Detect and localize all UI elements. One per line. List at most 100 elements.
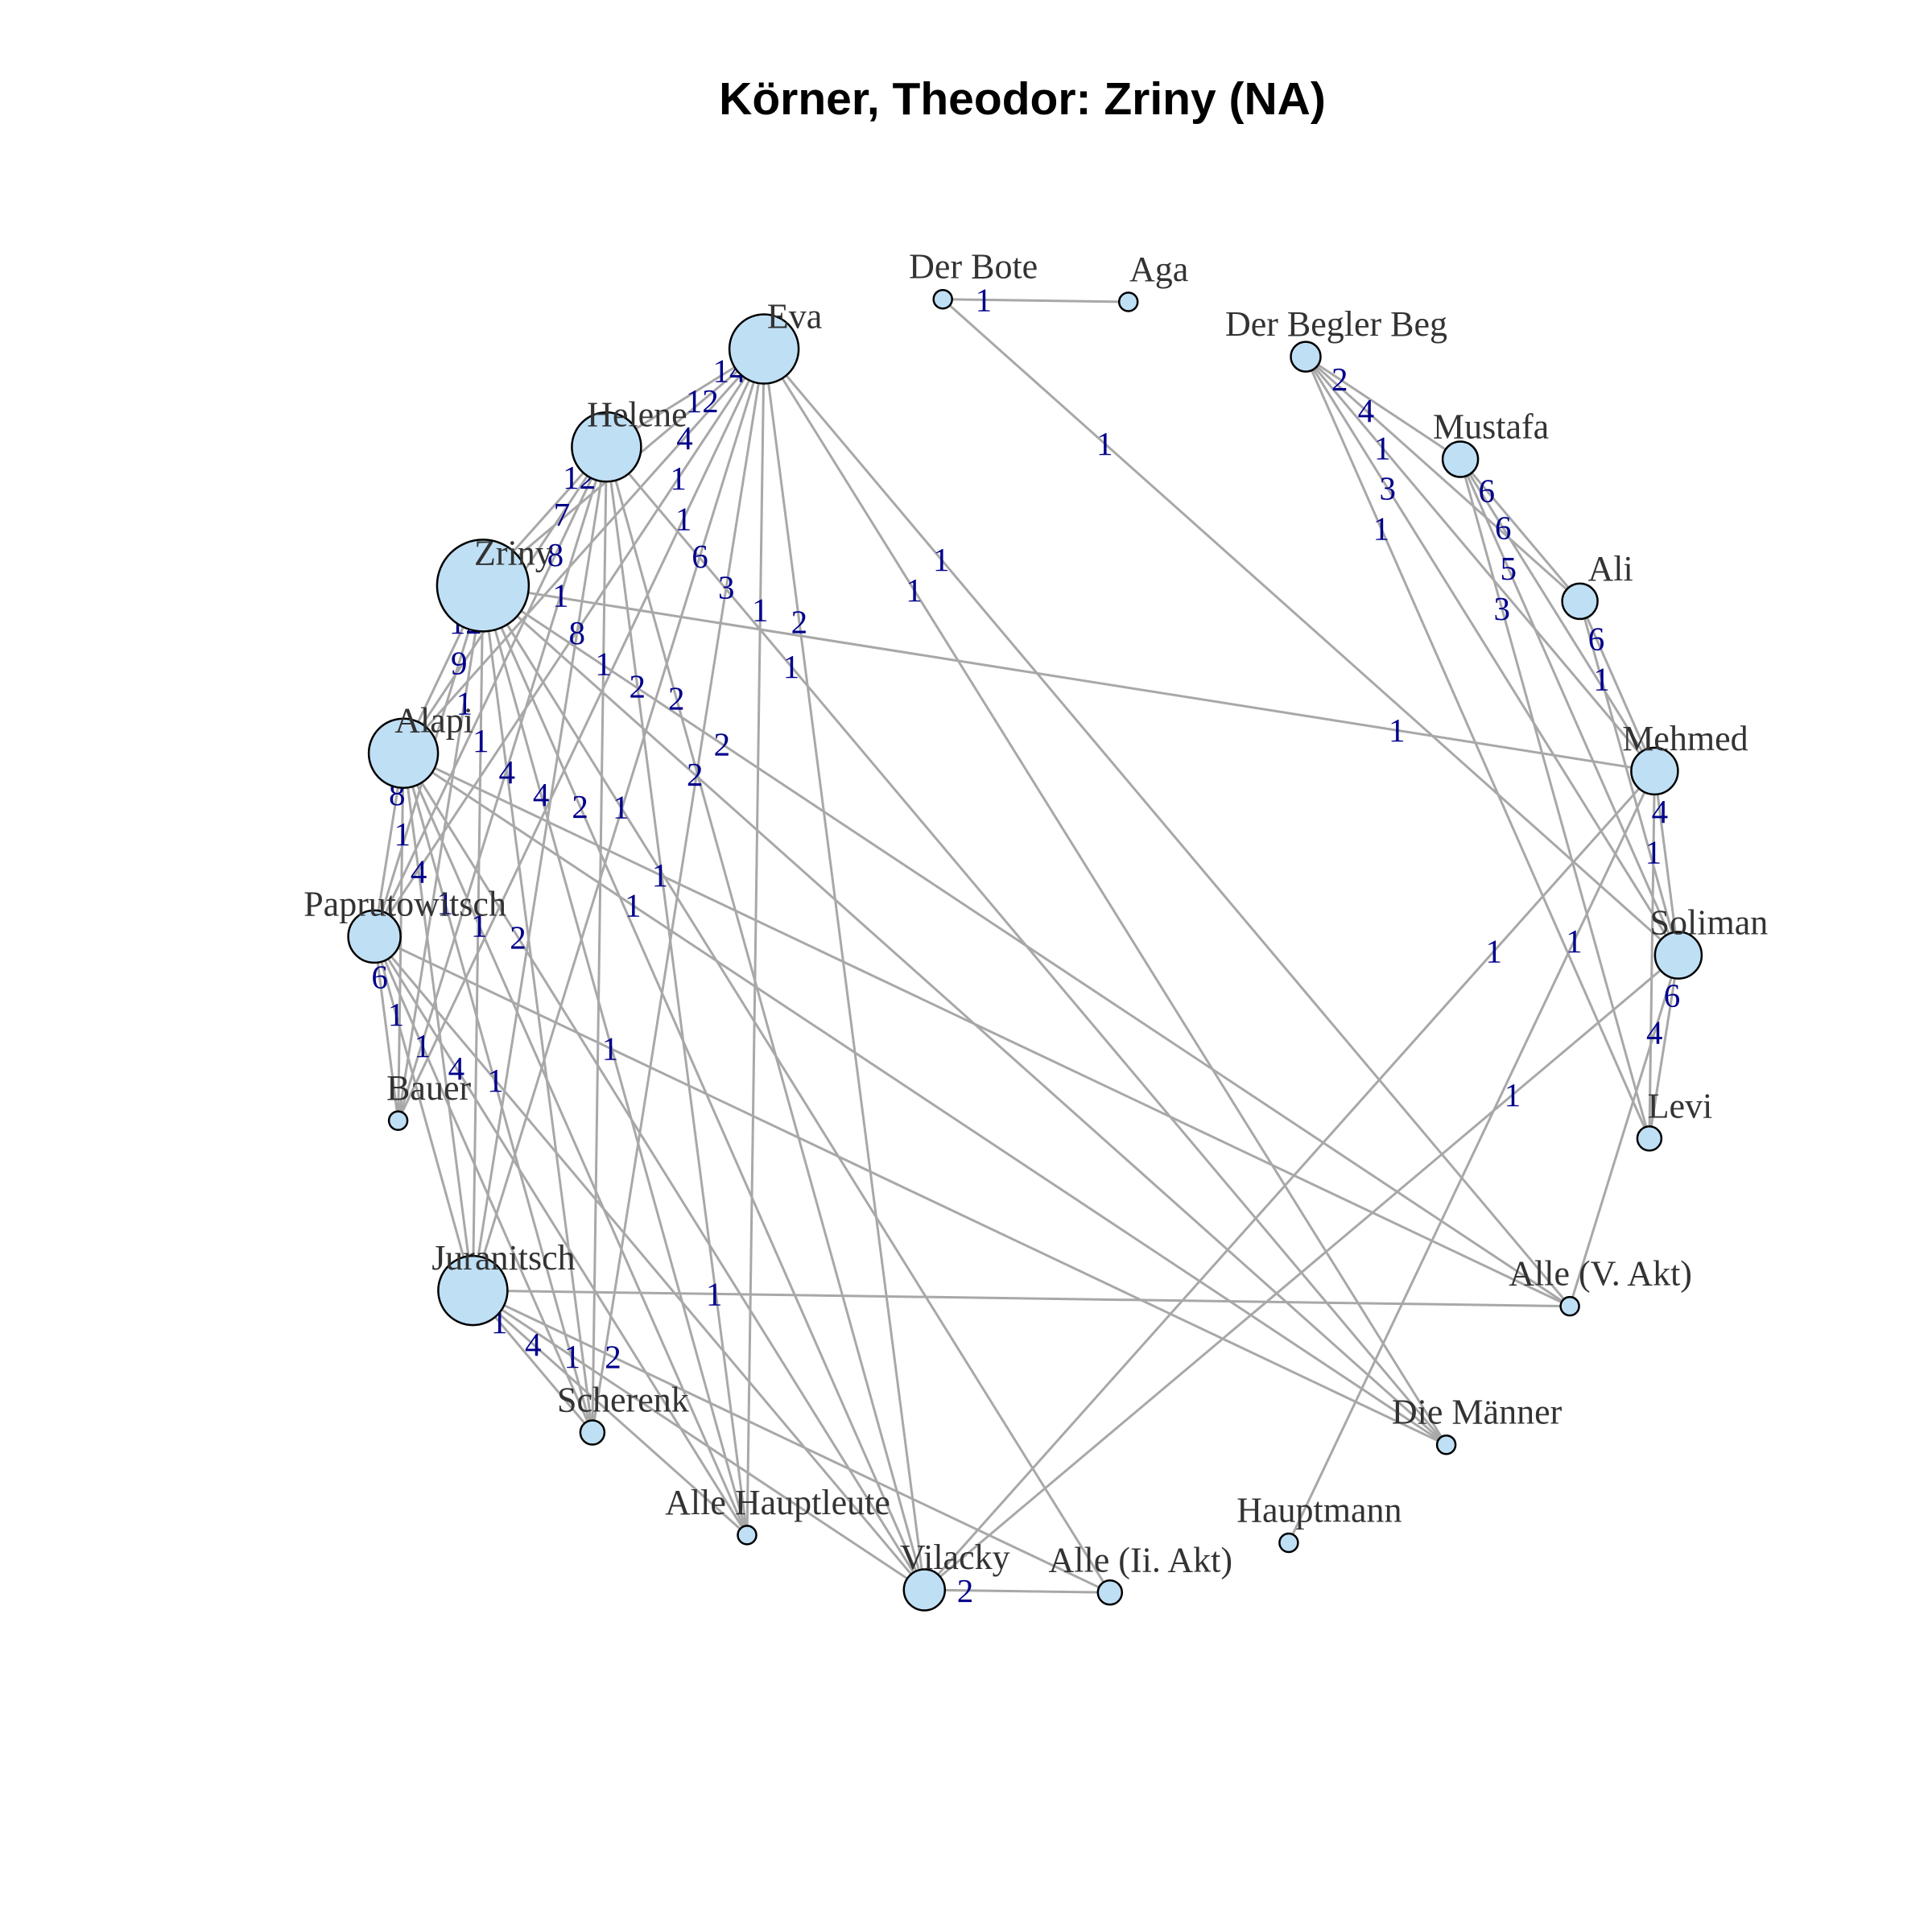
edge-bote-soliman (942, 298, 1679, 956)
edge-weight-label: 4 (676, 419, 693, 456)
edge-helene-scherenk (591, 447, 608, 1433)
node-hauptleute[interactable] (737, 1525, 758, 1546)
edge-eva-scherenk (591, 349, 766, 1433)
node-alapi[interactable] (367, 717, 440, 789)
node-paprutowitsch[interactable] (347, 909, 402, 964)
edge-mustafa-ali (1459, 458, 1581, 602)
edge-weight-label: 1 (552, 576, 569, 613)
node-label-zriny: Zriny (474, 533, 553, 572)
node-eva[interactable] (728, 313, 800, 385)
edge-weight-label: 1 (1373, 510, 1390, 547)
node-label-helene: Helene (587, 394, 687, 434)
edge-weight-label: 1 (1389, 712, 1406, 749)
node-hauptmann[interactable] (1278, 1532, 1299, 1554)
node-labels-layer: Aga Der Begler Beg Mustafa Ali Mehmed Soliman… (303, 247, 1768, 1580)
edge-weight-label: 1 (783, 648, 800, 685)
edge-weight-label: 1 (487, 1062, 504, 1099)
edge-alapi-juranitsch (402, 753, 474, 1291)
edge-weight-label: 1 (613, 789, 630, 826)
edge-vilacky-alle2 (924, 1588, 1110, 1594)
node-helene[interactable] (571, 411, 642, 483)
edge-paprutowitsch-hauptleute (373, 935, 749, 1536)
edge-weight-label: 1 (976, 281, 993, 318)
edge-weight-label: 1 (670, 460, 687, 497)
edge-weight-label: 2 (668, 680, 685, 717)
node-ali[interactable] (1561, 582, 1599, 621)
edge-weight-label: 2 (605, 1339, 621, 1376)
edge-weight-label: 4 (525, 1326, 542, 1363)
edge-helene-paprutowitsch (373, 446, 608, 938)
node-label-juranitsch: Juranitsch (431, 1238, 575, 1278)
edge-weight-label: 1 (602, 1030, 619, 1067)
node-soliman[interactable] (1653, 931, 1703, 980)
node-bauer[interactable] (387, 1110, 409, 1131)
edge-weight-label: 2 (957, 1572, 974, 1609)
edge-weight-label: 2 (791, 604, 808, 641)
edge-mehmed-soliman (1653, 770, 1680, 956)
edges-layer (373, 298, 1680, 1594)
node-label-levi: Levi (1648, 1086, 1713, 1125)
edge-weight-label: 1 (933, 541, 950, 578)
node-alle5[interactable] (1559, 1295, 1580, 1317)
edge-weight-label: 1 (625, 887, 642, 924)
node-mustafa[interactable] (1441, 440, 1480, 478)
edge-paprutowitsch-scherenk (373, 935, 594, 1434)
node-label-mustafa: Mustafa (1433, 407, 1549, 447)
edge-weight-label: 1 (471, 906, 488, 943)
edge-soliman-alle5 (1568, 955, 1680, 1307)
edge-eva-alle5 (762, 348, 1571, 1307)
node-scherenk[interactable] (579, 1419, 606, 1446)
edge-mehmed-vilacky (923, 770, 1656, 1591)
edge-weight-label: 3 (718, 569, 735, 606)
edge-mustafa-levi (1459, 459, 1651, 1139)
edge-eva-vilacky (762, 349, 926, 1591)
edge-weight-label: 1 (1593, 661, 1610, 698)
edge-weight-label: 6 (1479, 472, 1496, 509)
node-aga[interactable] (1117, 291, 1139, 312)
edge-begler-mustafa (1305, 355, 1461, 460)
node-label-hauptmann: Hauptmann (1236, 1491, 1402, 1530)
edge-weight-label: 4 (448, 1050, 465, 1087)
edge-weight-label: 5 (1500, 550, 1517, 587)
edge-weight-label: 1 (675, 500, 692, 537)
node-bote[interactable] (932, 288, 953, 310)
node-label-mehmed: Mehmed (1622, 719, 1748, 758)
node-label-scherenk: Scherenk (557, 1381, 689, 1420)
edge-zriny-vilacky (481, 584, 926, 1591)
edge-zriny-hauptleute (481, 584, 749, 1536)
edge-helene-bauer (397, 446, 608, 1121)
edge-helene-juranitsch (471, 447, 608, 1291)
node-levi[interactable] (1636, 1125, 1663, 1152)
node-mehmed[interactable] (1630, 746, 1679, 796)
edge-weight-label: 8 (569, 614, 586, 651)
node-alle2[interactable] (1096, 1579, 1124, 1606)
nodes-layer (347, 288, 1703, 1612)
edge-weight-label: 4 (411, 853, 427, 890)
node-zriny[interactable] (436, 539, 530, 633)
edge-weight-label: 1 (1645, 833, 1662, 870)
edge-weight-label: 4 (1646, 1014, 1663, 1051)
edge-weight-label: 7 (554, 496, 571, 533)
edge-weight-label: 1 (414, 1027, 431, 1064)
edge-weight-label: 2 (572, 788, 588, 825)
edge-zriny-alle5 (482, 584, 1571, 1307)
edge-weight-label: 2 (1331, 361, 1348, 398)
node-maenner[interactable] (1435, 1434, 1457, 1455)
edge-weight-label: 4 (1652, 793, 1669, 830)
node-vilacky[interactable] (902, 1568, 947, 1612)
edge-begler-mehmed (1304, 356, 1656, 772)
edge-mehmed-levi (1648, 770, 1656, 1139)
edge-weight-label: 1 (1486, 933, 1503, 970)
edge-juranitsch-hauptleute (472, 1289, 748, 1537)
edge-juranitsch-alle5 (473, 1289, 1571, 1308)
edge-weight-label: 9 (451, 644, 468, 681)
node-begler[interactable] (1290, 341, 1322, 373)
edge-weight-label: 6 (1588, 620, 1605, 657)
edge-alapi-vilacky (402, 752, 926, 1591)
edge-paprutowitsch-vilacky (373, 935, 926, 1591)
node-label-bote: Der Bote (909, 247, 1038, 287)
edge-eva-maenner (762, 348, 1447, 1446)
node-juranitsch[interactable] (437, 1254, 509, 1327)
node-label-maenner: Die Männer (1392, 1393, 1563, 1432)
